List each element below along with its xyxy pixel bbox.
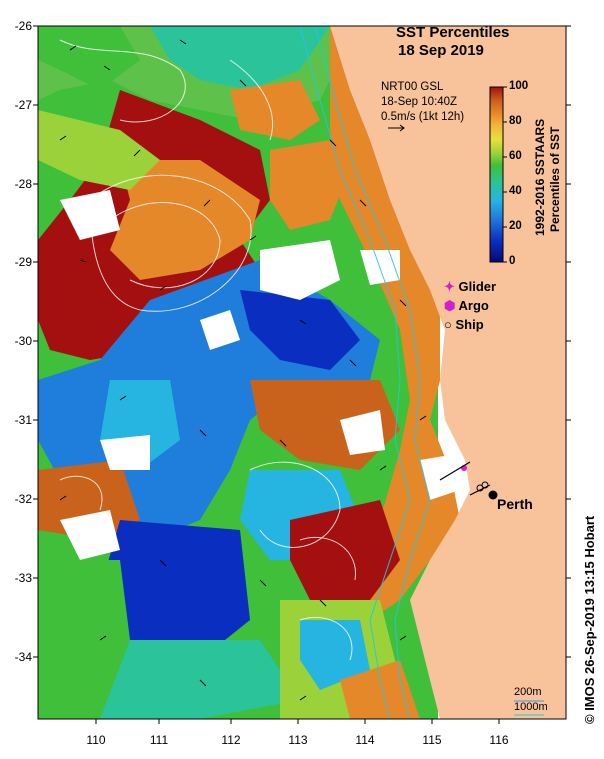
y-tick-label: -28 bbox=[14, 177, 32, 191]
y-tick-label: -34 bbox=[14, 650, 32, 664]
x-tick-label: 116 bbox=[489, 733, 509, 747]
x-tick-label: 113 bbox=[288, 733, 308, 747]
colorbar-tick: 0 bbox=[509, 255, 516, 267]
legend-glider: ✦ Glider bbox=[444, 279, 497, 294]
x-tick-label: 111 bbox=[149, 733, 169, 747]
y-tick-label: -29 bbox=[14, 255, 32, 269]
y-tick-label: -31 bbox=[14, 413, 32, 427]
colorbar-title-line2: Percentiles of SST bbox=[548, 126, 562, 232]
ship-icon: ○ bbox=[444, 317, 452, 332]
colorbar bbox=[489, 86, 504, 263]
x-tick-label: 110 bbox=[86, 733, 106, 747]
y-tick-label: -32 bbox=[14, 492, 32, 506]
colorbar-title-line1: 1992-2016 SSTAARS bbox=[533, 118, 547, 236]
argo-icon: ⬢ bbox=[444, 298, 456, 313]
legend-ship: ○ Ship bbox=[444, 317, 484, 332]
land-mass bbox=[330, 26, 566, 719]
plot-frame bbox=[37, 25, 567, 720]
colorbar-tick: 100 bbox=[509, 80, 529, 92]
bathy-200m-label: 200m bbox=[514, 686, 542, 698]
x-tick-label: 115 bbox=[422, 733, 442, 747]
colorbar-tick: 60 bbox=[509, 150, 522, 162]
bathy-1000m-label: 1000m bbox=[514, 701, 548, 713]
x-tick-label: 112 bbox=[221, 733, 241, 747]
map-title-line2: 18 Sep 2019 bbox=[398, 42, 484, 59]
perth-label: Perth bbox=[497, 496, 533, 512]
y-tick-label: -30 bbox=[14, 334, 32, 348]
glider-track bbox=[439, 461, 491, 496]
sst-field bbox=[38, 26, 566, 719]
legend-argo: ⬢ Argo bbox=[444, 298, 489, 313]
y-tick-label: -27 bbox=[14, 98, 32, 112]
current-scale-text: 0.5m/s (1kt 12h) bbox=[381, 111, 465, 123]
axis-ticks bbox=[33, 25, 571, 724]
map-title-line1: SST Percentiles bbox=[396, 24, 510, 41]
colorbar-tick: 80 bbox=[509, 115, 522, 127]
imos-credit: © IMOS 26-Sep-2019 13:15 Hobart bbox=[582, 515, 597, 724]
y-tick-label: -26 bbox=[14, 19, 32, 33]
colorbar-tick: 20 bbox=[509, 220, 522, 232]
perth-marker bbox=[488, 490, 498, 500]
current-source: NRT00 GSL bbox=[381, 81, 444, 93]
colorbar-tick: 40 bbox=[509, 185, 522, 197]
glider-icon: ✦ bbox=[444, 279, 455, 294]
y-tick-label: -33 bbox=[14, 571, 32, 585]
x-tick-label: 114 bbox=[355, 733, 375, 747]
current-timestamp: 18-Sep 10:40Z bbox=[381, 96, 458, 108]
